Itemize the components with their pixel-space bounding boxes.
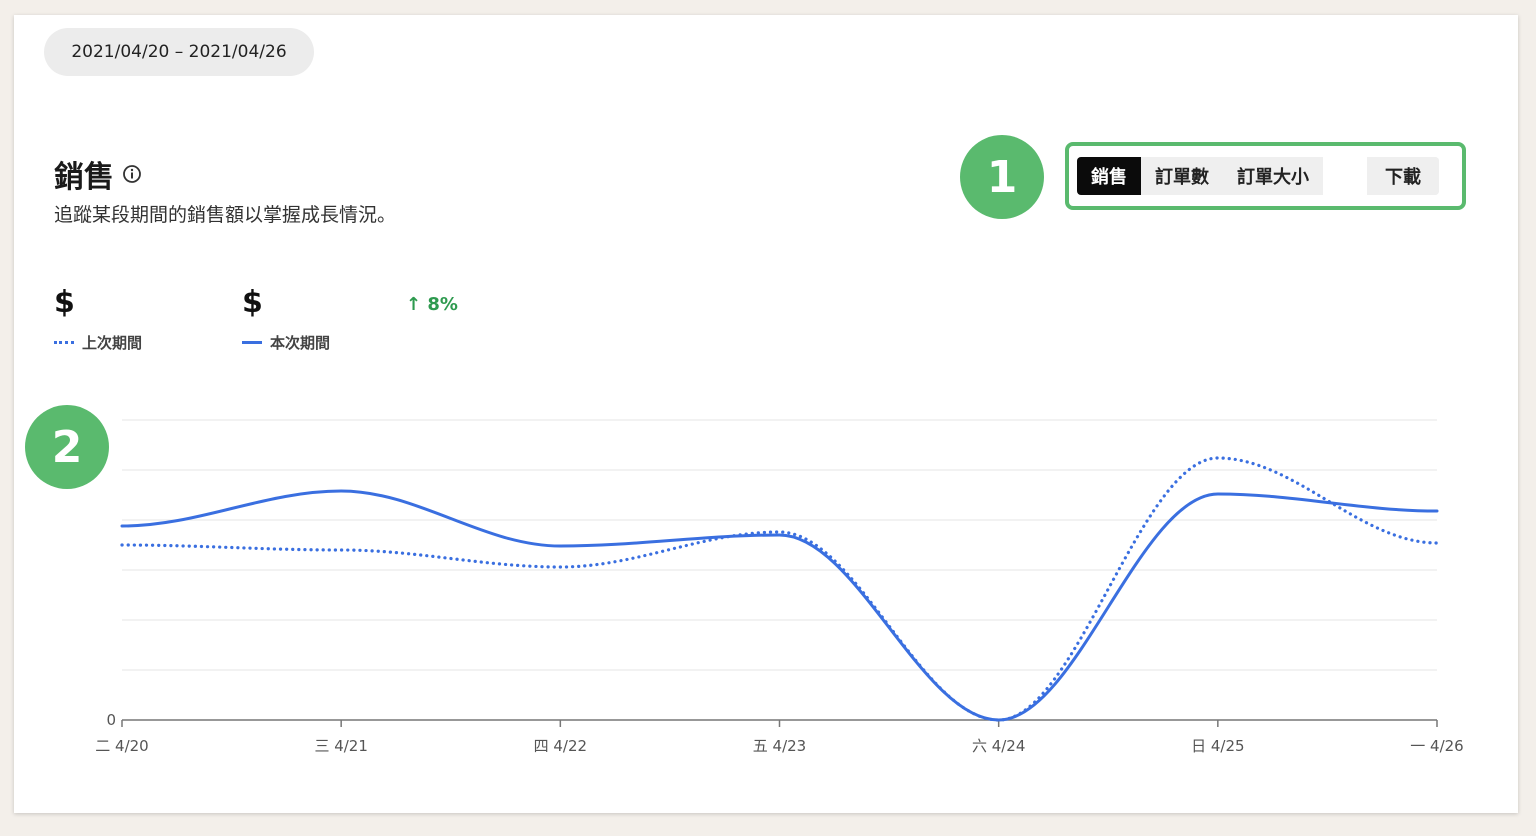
legend-current-label: 本次期間 xyxy=(270,334,331,352)
x-tick-label: 三 4/21 xyxy=(314,737,367,755)
tab-spacer xyxy=(1323,157,1367,195)
growth-indicator: ↑ 8% xyxy=(406,294,458,315)
y-tick-label: 0 xyxy=(106,711,116,729)
x-tick-label: 二 4/20 xyxy=(95,737,148,755)
x-tick-label: 五 4/23 xyxy=(753,737,806,755)
legend-current: 本次期間 xyxy=(242,332,330,353)
info-icon[interactable] xyxy=(122,164,142,184)
metric-tabs: 銷售 訂單數 訂單大小 下載 xyxy=(1077,157,1439,195)
date-range-label: 2021/04/20 – 2021/04/26 xyxy=(71,42,287,62)
step-badge-2: 2 xyxy=(25,405,109,489)
tab-sales[interactable]: 銷售 xyxy=(1077,157,1141,195)
x-tick-label: 一 4/26 xyxy=(1410,737,1463,755)
current-period-line xyxy=(120,489,1439,722)
solid-line-swatch xyxy=(242,341,262,344)
download-button[interactable]: 下載 xyxy=(1367,157,1439,195)
current-period-value: $ xyxy=(242,285,263,320)
page-title: 銷售 xyxy=(54,160,114,195)
x-tick-label: 四 4/22 xyxy=(534,737,587,755)
tab-order-size[interactable]: 訂單大小 xyxy=(1237,167,1309,188)
date-range-picker[interactable]: 2021/04/20 – 2021/04/26 xyxy=(44,28,314,76)
previous-period-line xyxy=(120,456,1439,722)
page-subtitle: 追蹤某段期間的銷售額以掌握成長情況。 xyxy=(54,204,397,226)
x-tick-label: 日 4/25 xyxy=(1191,737,1244,755)
x-tick-label: 六 4/24 xyxy=(972,737,1025,755)
tab-order-count[interactable]: 訂單數 xyxy=(1155,167,1209,188)
legend-previous-label: 上次期間 xyxy=(82,334,143,352)
step-badge-1: 1 xyxy=(960,135,1044,219)
legend-previous: 上次期間 xyxy=(54,332,142,353)
dotted-line-swatch xyxy=(54,341,74,344)
previous-period-value: $ xyxy=(54,285,75,320)
sales-title-row: 銷售 xyxy=(54,152,142,196)
